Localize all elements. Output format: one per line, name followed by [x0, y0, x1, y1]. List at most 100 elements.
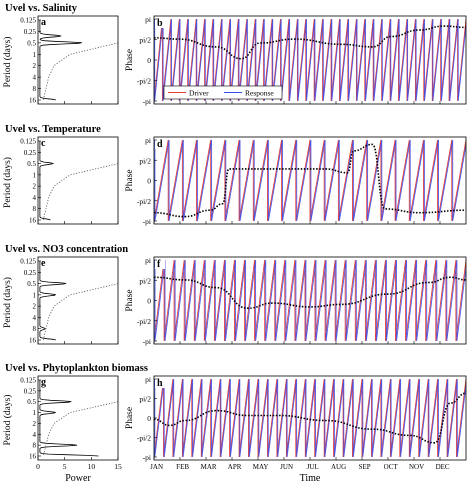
y-tick-label: 2	[33, 303, 37, 311]
y-tick-label: 1	[33, 409, 37, 417]
panel-h: hpi pi/2 0 -pi/2 -pi Phase JAN FEB MAR APR MAY JUN J…	[125, 375, 467, 482]
panel-letter: f	[157, 259, 161, 270]
phase-lines	[154, 139, 466, 222]
panel-title: Uvel vs. Salinity	[5, 3, 78, 14]
mean-phase-line	[154, 25, 466, 60]
y-tick-label: -pi/2	[137, 197, 151, 206]
panel-title: Uvel vs. Temperature	[5, 124, 101, 135]
panel-letter: b	[157, 18, 163, 29]
y-tick-label: 2	[33, 183, 37, 191]
y-tick-label: -pi/2	[137, 434, 151, 443]
y-tick-label: 4	[33, 431, 37, 439]
x-tick-label: 5	[63, 462, 67, 471]
panel-d: dpi pi/2 0 -pi/2 -pi Phase	[125, 136, 467, 226]
panel-a: a Uvel vs. Salinity 0.125 0.25 0.5 1 2 4 8 16 Peri…	[2, 3, 119, 105]
y-tick-label: 0.25	[24, 387, 37, 395]
panel-b: bpi pi/2 0 -pi/2 -pi Phase Driver Response	[125, 15, 467, 106]
legend-box	[163, 85, 283, 100]
axes-frame	[37, 375, 119, 461]
y-tick-label: 1	[33, 51, 37, 59]
y-tick-label: 2	[33, 420, 37, 428]
y-axis-label: Period (days)	[2, 277, 13, 328]
power-spectrum-line	[39, 261, 67, 341]
y-tick-label: 0.125	[20, 138, 36, 146]
y-tick-label: 0	[147, 177, 151, 186]
panel-title: Uvel vs. Phytoplankton biomass	[5, 363, 148, 374]
axes-frame	[37, 256, 119, 345]
significance-line	[42, 42, 119, 101]
significance-line	[42, 283, 119, 341]
x-tick-label: 10	[88, 462, 96, 471]
panel-letter: g	[41, 377, 46, 388]
y-tick-label: 16	[29, 97, 37, 105]
y-tick-label: 4	[33, 314, 37, 322]
panel-letter: c	[41, 138, 46, 149]
legend-driver-label: Driver	[189, 89, 209, 98]
y-axis-label: Phase	[125, 49, 135, 71]
phase-lines	[154, 378, 466, 458]
y-tick-label: pi	[145, 15, 151, 24]
y-tick-label: 0.5	[27, 39, 36, 47]
x-axis-label: Time	[300, 473, 321, 482]
panel-letter-bg	[155, 377, 165, 388]
power-spectrum-line	[39, 141, 55, 221]
y-tick-label: 8	[33, 205, 37, 213]
y-tick-label: pi/2	[139, 276, 151, 285]
y-tick-label: 1	[33, 171, 37, 179]
x-tick-label: MAR	[201, 463, 217, 471]
y-tick-label: pi/2	[139, 156, 151, 165]
y-tick-label: 0	[147, 414, 151, 423]
x-tick-label: SEP	[359, 463, 371, 471]
x-tick-label: OCT	[384, 463, 399, 471]
y-tick-label: 0.5	[27, 280, 36, 288]
x-tick-label: MAY	[253, 463, 269, 471]
y-tick-label: -pi/2	[137, 77, 151, 86]
panel-letter: h	[157, 378, 163, 389]
panel-c: c Uvel vs. Temperature 0.125 0.25 0.5 1 2 4 8 16 P…	[2, 124, 119, 225]
y-tick-label: pi	[145, 375, 151, 384]
power-spectrum-line	[39, 20, 82, 101]
y-tick-label: -pi	[143, 337, 151, 346]
mean-phase-line	[154, 392, 466, 444]
y-tick-label: pi	[145, 256, 151, 265]
y-axis-label: Phase	[125, 169, 135, 191]
y-tick-label: pi	[145, 136, 151, 145]
legend-response-label: Response	[245, 89, 274, 98]
phase-lines	[154, 18, 466, 102]
y-tick-label: 4	[33, 194, 37, 202]
x-tick-label: JUN	[280, 463, 293, 471]
y-axis-label: Phase	[125, 407, 135, 429]
y-tick-label: -pi	[143, 453, 151, 462]
y-tick-label: 0	[147, 297, 151, 306]
panel-f: fpi pi/2 0 -pi/2 -pi Phase	[125, 256, 467, 346]
phase-lines	[154, 259, 466, 342]
panel-title: Uvel vs. NO3 concentration	[5, 244, 128, 255]
power-spectrum-line	[39, 380, 99, 457]
y-axis-label: Period (days)	[2, 37, 13, 88]
y-tick-label: 0	[147, 56, 151, 65]
y-tick-label: 1	[33, 291, 37, 299]
y-tick-label: -pi/2	[137, 317, 151, 326]
panel-letter: a	[41, 17, 46, 28]
panel-letter: e	[41, 258, 46, 269]
y-tick-label: 0.5	[27, 160, 36, 168]
axes-frame	[37, 15, 119, 105]
x-axis-label: Power	[65, 473, 91, 482]
y-tick-label: pi/2	[139, 36, 151, 45]
x-tick-label: FEB	[176, 463, 189, 471]
y-tick-label: 8	[33, 85, 37, 93]
x-tick-label: JAN	[150, 463, 163, 471]
y-axis-label: Period (days)	[2, 395, 13, 446]
x-tick-label: NOV	[409, 463, 424, 471]
x-tick-label: APR	[228, 463, 242, 471]
panel-letter-bg	[155, 258, 165, 269]
panel-letter: d	[157, 139, 163, 150]
panel-letter-bg	[155, 17, 165, 28]
driver-phase-line	[154, 259, 466, 342]
significance-line	[42, 163, 119, 221]
significance-line	[42, 401, 119, 457]
y-tick-label: 0.5	[27, 398, 36, 406]
y-tick-label: 0.25	[24, 269, 37, 277]
x-tick-label: 15	[114, 462, 122, 471]
x-tick-label: DEC	[436, 463, 450, 471]
